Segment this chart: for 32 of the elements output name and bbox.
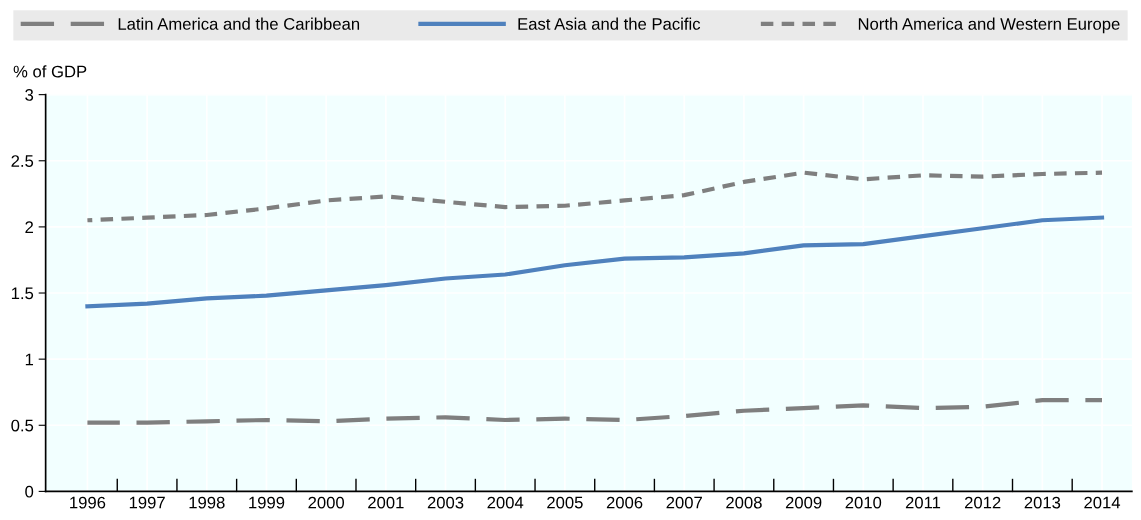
y-tick-label: 2.5 — [11, 155, 34, 167]
x-tick-label: 1996 — [70, 496, 106, 509]
y-tick-label: 2 — [25, 221, 33, 233]
y-tick-label: 0.5 — [11, 419, 34, 432]
x-tick-label: 2010 — [845, 496, 882, 509]
y-axis-title: % of GDP — [13, 65, 87, 78]
x-tick-label: 2000 — [308, 496, 345, 509]
legend-label: East Asia and the Pacific — [518, 17, 701, 30]
x-tick-label: 2009 — [785, 496, 822, 509]
y-tick-label: 0 — [25, 485, 34, 498]
x-tick-label: 2007 — [666, 496, 702, 509]
legend-label: Latin America and the Caribbean — [118, 17, 360, 30]
x-tick-label: 2008 — [726, 496, 762, 509]
y-tick-label: 1.5 — [11, 287, 34, 300]
line-series — [85, 398, 1105, 425]
x-tick-label: 2006 — [606, 496, 643, 509]
x-tick-label: 1997 — [129, 496, 165, 509]
x-tick-label: 1998 — [189, 496, 225, 509]
legend-label: North America and Western Europe — [858, 17, 1120, 34]
x-tick-label: 2011 — [905, 496, 941, 509]
x-tick-label: 1999 — [249, 496, 285, 509]
x-tick-label: 2001 — [368, 496, 404, 509]
line-series — [85, 215, 1105, 309]
x-tick-label: 2013 — [1024, 496, 1061, 509]
x-tick-label: 2012 — [964, 496, 1001, 509]
x-tick-label: 2005 — [547, 496, 583, 509]
line-series — [85, 170, 1105, 223]
x-tick-label: 2003 — [427, 496, 464, 509]
y-tick-label: 1 — [25, 353, 34, 366]
x-tick-label: 2014 — [1084, 496, 1121, 509]
y-tick-label: 3 — [25, 89, 34, 101]
x-tick-label: 2004 — [487, 496, 524, 509]
